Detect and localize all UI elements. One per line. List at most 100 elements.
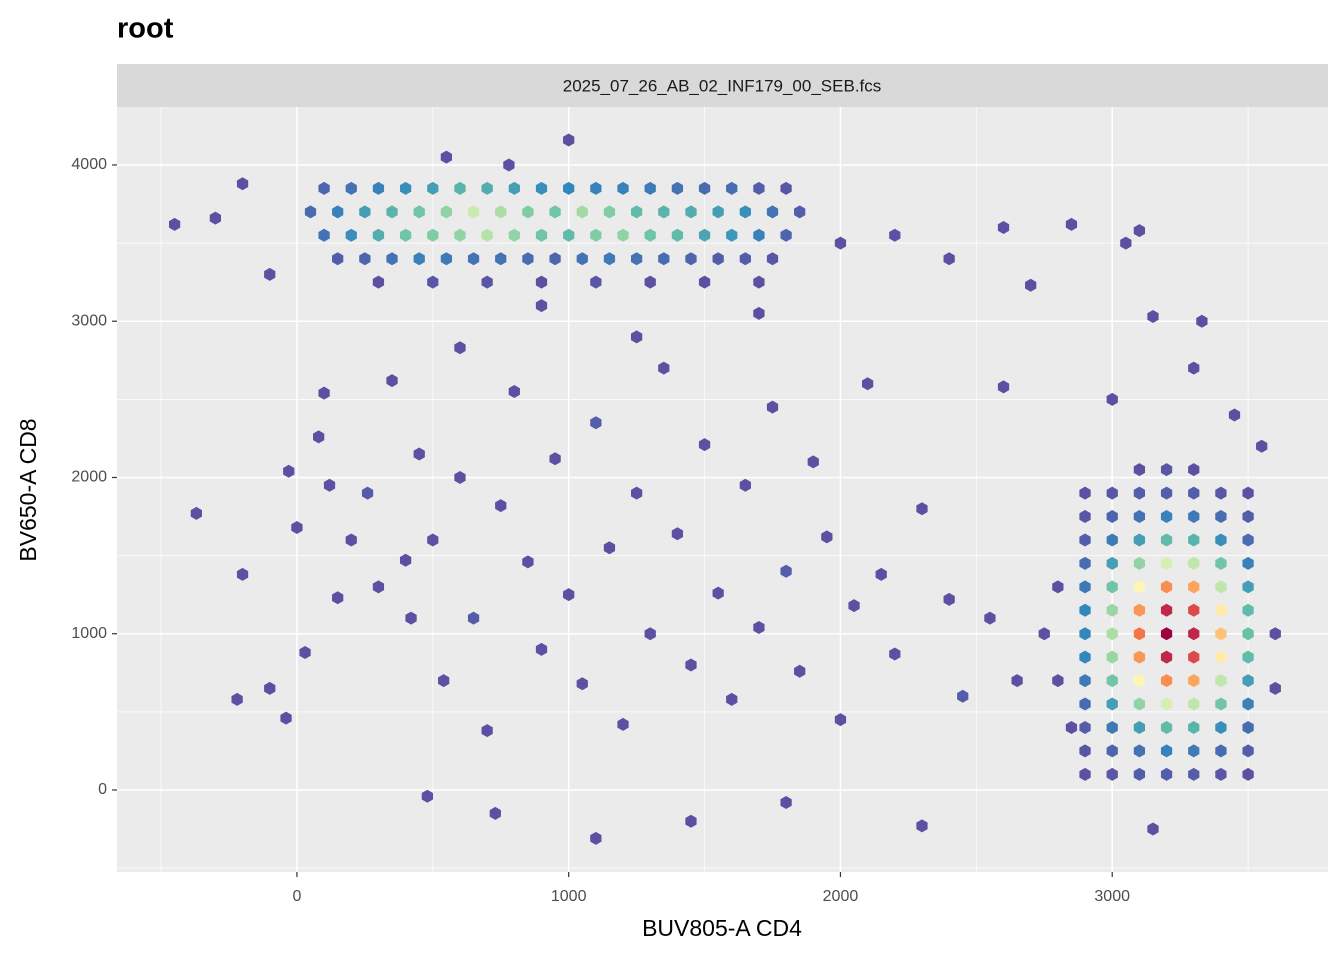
hex-bin [1106,486,1118,500]
hex-bin [522,205,534,219]
hex-bin [1242,650,1254,664]
hex-bin [1242,486,1254,500]
hex-bin [576,205,588,219]
hex-bin [359,252,371,266]
hex-bin [753,620,765,634]
hex-bin [1242,767,1254,781]
hex-bin [739,478,751,492]
hex-bin [413,447,425,461]
hex-bin [535,642,548,656]
y-tick-label: 2000 [71,469,107,486]
hex-bin [264,267,276,281]
hex-bin [1079,486,1091,500]
hex-bin [1133,767,1146,781]
hex-bin [399,181,412,195]
y-tick-label: 0 [98,781,107,798]
hex-bin [386,374,398,388]
hex-bin [1188,720,1200,734]
x-tick-label: 1000 [551,888,587,905]
hex-bin [1106,603,1118,617]
hex-bin [630,205,643,219]
hex-bin [535,228,548,242]
hex-bin [399,228,412,242]
hex-bin [1188,580,1200,594]
facet-label: 2025_07_26_AB_02_INF179_00_SEB.fcs [563,76,882,95]
x-axis-label: BUV805-A CD4 [642,915,802,941]
hex-bin [1133,486,1146,500]
hex-bin [1079,650,1091,664]
hex-bin [413,252,425,266]
hex-bin [889,647,901,661]
hex-bin [726,228,738,242]
hex-bin [875,567,887,581]
chart-title: root [117,13,174,45]
hex-bin [283,464,295,478]
hex-bin [603,205,616,219]
hex-bin [1079,720,1091,734]
hex-bin [1160,533,1173,547]
hex-bin [766,252,779,266]
hex-bin [617,228,629,242]
hex-bin [481,275,493,289]
hex-bin [495,205,507,219]
hex-bin [1133,720,1146,734]
hex-bin [848,599,860,613]
hex-bin [1052,580,1064,594]
hex-bin [231,692,243,706]
hex-bin [1160,627,1173,641]
hex-bin [549,452,561,466]
hex-bin [481,724,493,738]
hex-bin [1242,720,1254,734]
hex-bin [630,330,643,344]
hex-bin [427,228,439,242]
hex-bin [522,555,534,569]
hex-bin [1133,580,1146,594]
hex-bin [481,228,493,242]
hex-bin [467,252,480,266]
hex-bin [1242,744,1254,758]
hex-bin [1256,439,1268,453]
hex-bin [1242,510,1254,524]
hex-bin [1269,627,1281,641]
hex-bin [508,181,520,195]
hex-bin [862,377,874,391]
hex-bin [535,275,548,289]
hex-bin [440,150,453,164]
hex-bin [1133,556,1146,570]
hex-bin [1106,650,1118,664]
hex-bin [766,205,779,219]
hex-bin [1188,627,1200,641]
hex-bin [671,527,684,541]
hex-bin [644,228,656,242]
hex-bin [345,228,357,242]
hex-bin [372,228,385,242]
hex-bin [889,228,901,242]
hex-bin [318,181,330,195]
hex-bin [1025,278,1037,292]
hex-bin [712,205,724,219]
hex-bin [427,533,439,547]
hex-bin [236,177,249,191]
y-tick-label: 4000 [71,156,107,173]
hex-bin [1052,674,1064,688]
hex-bin [753,228,765,242]
hex-bin [1133,510,1146,524]
hex-bin [794,205,806,219]
hex-bin [739,252,751,266]
hex-bin [576,252,588,266]
hex-bin [957,689,969,703]
hex-bin [1215,720,1227,734]
hex-bin [1215,650,1227,664]
hex-bin [535,299,548,313]
hex-bin [671,181,684,195]
hex-bin [726,181,738,195]
hex-bin [563,228,575,242]
hex-bin [1120,236,1132,250]
hex-bin [332,252,344,266]
hex-bin [318,386,330,400]
hex-bin [1242,603,1254,617]
panel [117,107,1328,872]
hex-bin [1106,510,1118,524]
hex-bin [508,385,520,399]
hex-bin [495,499,507,513]
